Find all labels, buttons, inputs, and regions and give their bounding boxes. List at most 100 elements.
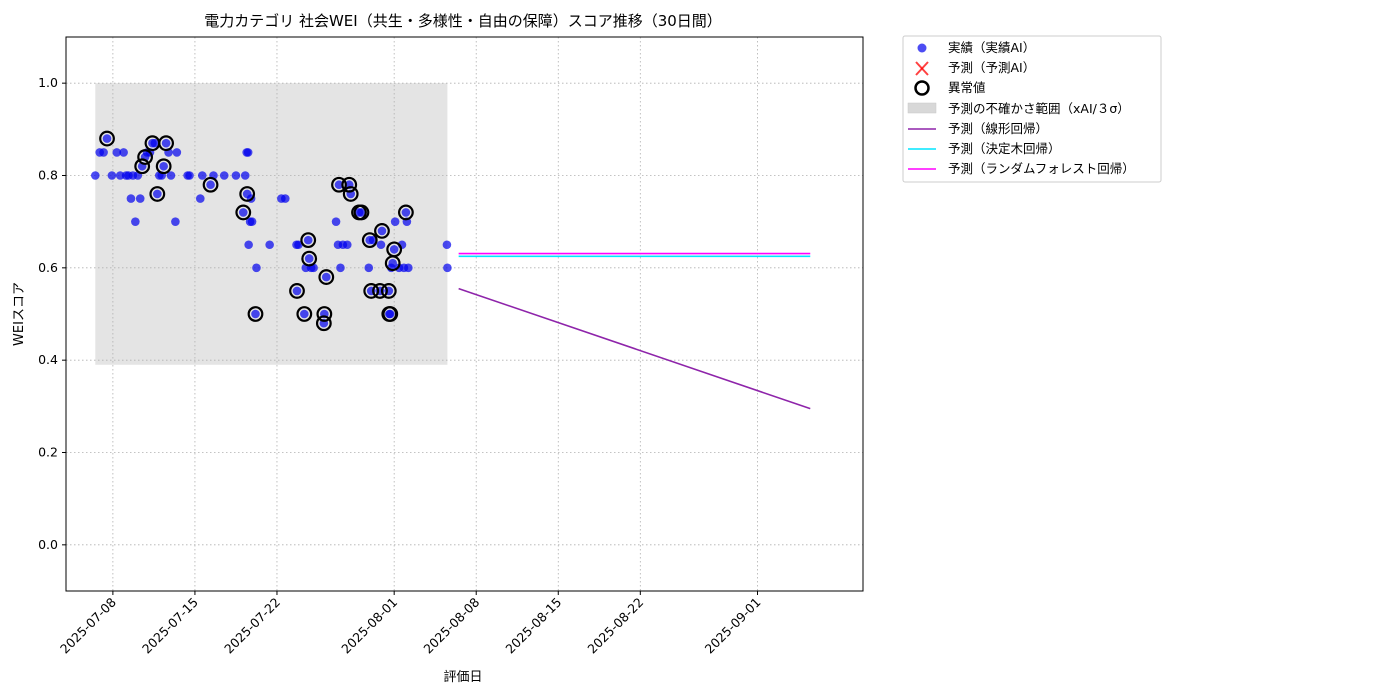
legend-marker-actual	[917, 43, 927, 53]
y-axis-ticks: 0.0 0.2 0.4 0.6 0.8 1.0	[38, 75, 66, 552]
actual-point	[244, 240, 253, 250]
anomaly-ring	[372, 283, 388, 299]
legend-marker-anomaly	[914, 80, 930, 96]
actual-point	[240, 171, 250, 180]
anomaly-ring	[331, 176, 347, 193]
anomaly-ring	[289, 283, 305, 299]
actual-point	[342, 240, 352, 250]
anomaly-ring	[300, 232, 317, 249]
anomaly-ring	[149, 186, 166, 202]
x-tick-label: 2025-08-22	[584, 595, 646, 657]
actual-point	[389, 245, 399, 254]
anomaly-ring	[361, 232, 378, 249]
actual-point	[292, 286, 302, 296]
actual-point	[336, 263, 345, 273]
actual-point	[377, 226, 387, 236]
anomaly-ring	[316, 306, 333, 322]
x-tick-label: 2025-08-01	[338, 595, 400, 657]
x-axis-label: 評価日	[443, 670, 482, 685]
actual-point	[251, 309, 260, 319]
x-tick-label: 2025-07-15	[139, 595, 201, 657]
anomaly-ring	[235, 204, 252, 221]
actual-point	[390, 217, 400, 226]
forecast-lines	[458, 252, 811, 410]
legend-label-linear: 予測（線形回帰）	[948, 121, 1048, 136]
actual-point	[376, 240, 386, 250]
actual-point	[294, 240, 303, 250]
legend-label-tree: 予測（決定木回帰）	[948, 141, 1061, 156]
actual-point	[334, 180, 344, 190]
actual-point	[321, 272, 331, 282]
anomaly-ring	[374, 222, 390, 239]
actual-point	[171, 217, 180, 226]
anomaly-ring	[363, 283, 380, 299]
actual-point	[107, 171, 117, 180]
actual-point	[247, 217, 257, 226]
actual-point	[91, 171, 100, 180]
y-tick-label: 0.6	[38, 260, 58, 275]
actual-point	[280, 194, 290, 203]
anomaly-ring	[137, 149, 154, 165]
actual-point	[303, 235, 313, 245]
outlier-rings	[99, 130, 414, 332]
y-tick-label: 0.4	[38, 352, 58, 367]
legend-label-anomaly: 異常値	[948, 80, 986, 95]
actual-point	[126, 194, 136, 203]
chart-title: 電力カテゴリ 社会WEI（共生・多様性・自由の保障）スコア推移（30日間）	[204, 12, 722, 30]
actual-point	[161, 138, 171, 148]
actual-point	[153, 189, 162, 199]
anomaly-ring	[239, 186, 256, 202]
actual-point	[231, 171, 241, 180]
actual-point	[185, 171, 194, 180]
anomaly-ring	[397, 204, 414, 221]
legend-box	[902, 35, 1162, 183]
actual-point	[401, 208, 411, 217]
anomaly-ring	[296, 306, 313, 322]
x-tick-label: 2025-09-01	[702, 595, 764, 657]
actual-point	[131, 217, 140, 226]
anomaly-ring	[315, 315, 332, 332]
actual-point	[135, 194, 145, 203]
legend-label-band: 予測の不確かさ範囲（xAI/３σ）	[948, 101, 1130, 116]
legend-marker-forecast	[915, 61, 929, 76]
anomaly-ring	[158, 135, 175, 152]
actual-point	[112, 148, 122, 157]
actual-point	[166, 171, 176, 180]
actual-point	[197, 171, 207, 180]
actual-point	[304, 254, 314, 263]
actual-point	[388, 258, 398, 268]
anomaly-ring	[99, 130, 115, 147]
actual-point	[238, 208, 248, 217]
actual-point	[331, 217, 341, 226]
actual-point	[172, 148, 182, 157]
actual-point	[119, 148, 128, 157]
actual-point	[159, 161, 168, 171]
anomaly-ring	[386, 241, 403, 258]
anomaly-ring	[134, 158, 151, 175]
linear-regression-line	[458, 287, 811, 410]
anomaly-ring	[247, 306, 264, 322]
anomaly-ring	[380, 283, 397, 299]
axes-frame	[65, 36, 864, 592]
actual-point	[265, 240, 274, 250]
actual-point	[364, 263, 374, 273]
x-tick-label: 2025-07-08	[57, 594, 119, 656]
actual-point	[385, 309, 395, 319]
legend: 実績（実績AI） 予測（予測AI） 異常値 予測の不確かさ範囲（xAI/３σ） …	[902, 35, 1162, 183]
actual-point	[442, 240, 452, 250]
x-axis-ticks: 2025-07-08 2025-07-15 2025-07-22 2025-08-01…	[57, 591, 764, 656]
y-tick-label: 1.0	[38, 75, 58, 90]
actual-point	[404, 263, 413, 273]
y-tick-label: 0.2	[38, 445, 58, 460]
anomaly-ring	[301, 250, 318, 267]
legend-marker-band	[907, 102, 937, 114]
y-tick-label: 0.8	[38, 168, 58, 183]
actual-point	[99, 148, 108, 157]
legend-label-forest: 予測（ランダムフォレスト回帰）	[948, 161, 1135, 176]
anomaly-ring	[155, 158, 172, 175]
x-tick-label: 2025-08-08	[420, 594, 482, 656]
legend-label-forecast: 予測（予測AI）	[948, 60, 1035, 75]
legend-label-actual: 実績（実績AI）	[948, 40, 1035, 55]
anomaly-ring	[342, 186, 359, 202]
